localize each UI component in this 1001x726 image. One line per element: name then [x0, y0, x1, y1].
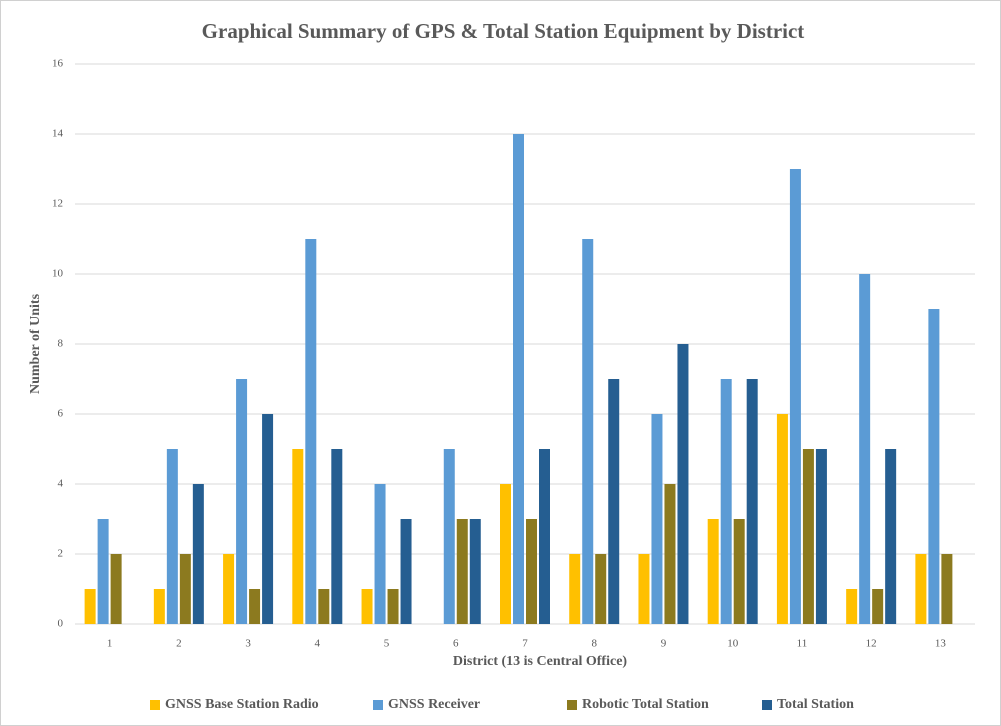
bar	[776, 414, 788, 624]
x-tick-label: 5	[384, 638, 390, 650]
bar	[318, 589, 330, 624]
x-tick-label: 6	[453, 638, 459, 650]
bar	[651, 414, 663, 624]
x-axis-label: District (13 is Central Office)	[453, 654, 627, 669]
y-axis-label: Number of Units	[28, 293, 43, 394]
y-tick-label: 10	[52, 268, 64, 280]
y-tick-label: 0	[58, 618, 64, 630]
bar	[872, 589, 884, 624]
bar	[526, 519, 537, 624]
bar	[802, 449, 814, 624]
x-tick-label: 9	[661, 638, 667, 650]
bar	[456, 519, 468, 624]
bar	[387, 589, 399, 624]
bar	[915, 554, 927, 624]
bar	[815, 449, 827, 624]
bar	[179, 554, 191, 624]
bar	[331, 449, 343, 624]
bar	[443, 449, 455, 624]
bar	[885, 449, 897, 624]
bar	[374, 484, 386, 624]
bar	[500, 484, 511, 624]
x-tick-label: 12	[866, 638, 877, 650]
x-tick-label: 10	[727, 638, 739, 650]
legend-label: Robotic Total Station	[582, 697, 709, 712]
bar	[292, 449, 304, 624]
y-tick-label: 8	[58, 338, 64, 350]
bar	[400, 519, 412, 624]
x-tick-label: 4	[315, 638, 321, 650]
bar	[789, 169, 801, 624]
legend-swatch	[150, 700, 160, 710]
bar	[608, 379, 620, 624]
bar	[262, 414, 274, 624]
legend-swatch	[567, 700, 577, 710]
x-tick-label: 11	[797, 638, 808, 650]
bar	[846, 589, 858, 624]
x-tick-label: 8	[591, 638, 597, 650]
bar	[569, 554, 581, 624]
y-tick-label: 16	[52, 58, 64, 70]
y-tick-label: 2	[58, 548, 64, 560]
bar	[166, 449, 178, 624]
bar	[361, 589, 373, 624]
y-tick-label: 6	[58, 408, 64, 420]
bar	[192, 484, 204, 624]
legend-label: GNSS Receiver	[388, 697, 480, 712]
bar	[928, 309, 940, 624]
x-tick-label: 2	[176, 638, 182, 650]
bar	[720, 379, 732, 624]
bar	[84, 589, 96, 624]
chart-title: Graphical Summary of GPS & Total Station…	[202, 19, 805, 43]
bar	[677, 344, 689, 624]
bar	[664, 484, 676, 624]
y-tick-label: 4	[58, 478, 64, 490]
bar	[638, 554, 650, 624]
bar	[513, 134, 524, 624]
x-tick-label: 1	[107, 638, 113, 650]
bar	[249, 589, 261, 624]
x-tick-label: 7	[522, 638, 528, 650]
bar	[97, 519, 109, 624]
bar	[582, 239, 594, 624]
bar	[707, 519, 719, 624]
bar	[539, 449, 550, 624]
bar	[595, 554, 607, 624]
bar	[941, 554, 953, 624]
y-tick-label: 14	[52, 128, 64, 140]
bar	[305, 239, 317, 624]
bar	[223, 554, 235, 624]
bar	[746, 379, 758, 624]
x-tick-label: 3	[245, 638, 251, 650]
legend-swatch	[762, 700, 772, 710]
legend-label: Total Station	[777, 697, 854, 712]
y-tick-label: 12	[52, 198, 63, 210]
x-tick-label: 13	[935, 638, 947, 650]
bar	[110, 554, 122, 624]
bar	[859, 274, 871, 624]
bar	[469, 519, 481, 624]
legend-swatch	[373, 700, 383, 710]
bar	[153, 589, 165, 624]
bar	[236, 379, 248, 624]
bar	[733, 519, 745, 624]
legend-label: GNSS Base Station Radio	[165, 697, 319, 712]
